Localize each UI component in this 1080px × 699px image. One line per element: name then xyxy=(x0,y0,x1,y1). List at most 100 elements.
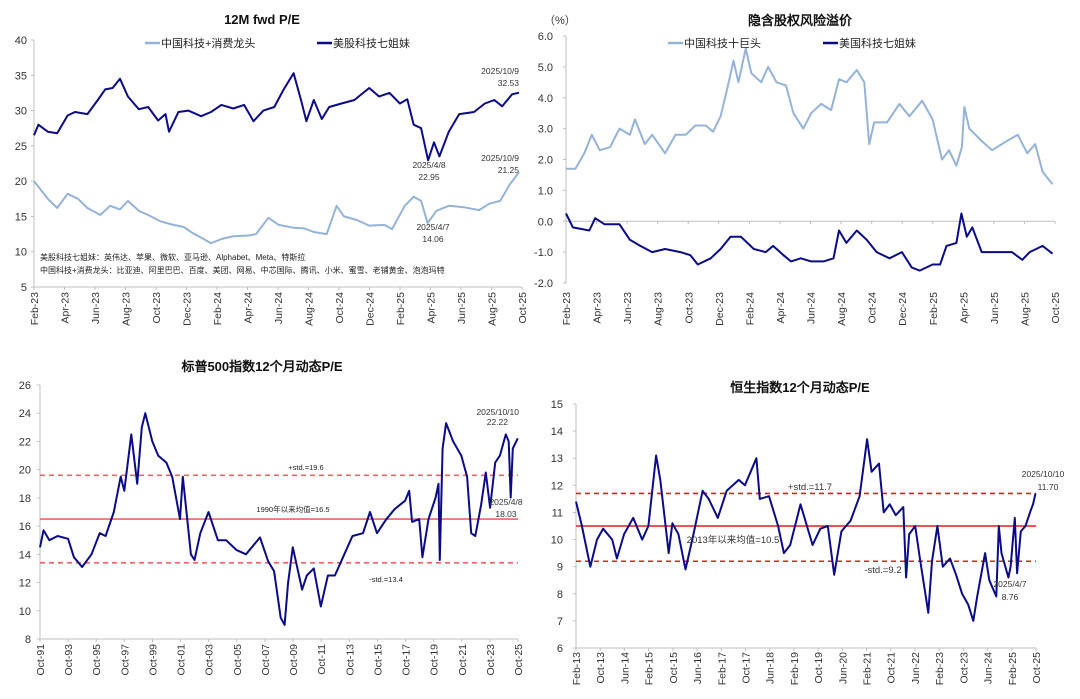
chart-title: 隐含股权风险溢价 xyxy=(748,13,853,28)
y-tick-label: 26 xyxy=(19,380,31,392)
x-tick-label: Oct-05 xyxy=(232,644,244,676)
x-tick-label: Oct-19 xyxy=(813,652,825,684)
annotation-date: 2025/10/9 xyxy=(481,66,519,76)
x-tick-label: Jun-22 xyxy=(910,652,922,684)
y-tick-label: 3.0 xyxy=(538,124,553,136)
y-tick-label: 25 xyxy=(15,141,27,153)
x-tick-label: Oct-21 xyxy=(886,652,898,684)
x-tick-label: Apr-25 xyxy=(426,292,438,324)
series-line-1 xyxy=(566,47,1054,185)
x-tick-label: Jun-14 xyxy=(619,652,631,684)
x-tick-label: Oct-25 xyxy=(517,292,529,324)
x-tick-label: Aug-25 xyxy=(1019,292,1031,326)
y-tick-label: 0.0 xyxy=(538,216,553,228)
y-tick-label: 6.0 xyxy=(538,31,553,43)
legend-label: 中国科技十巨头 xyxy=(684,36,761,50)
y-tick-label: 12 xyxy=(19,578,31,590)
annotation-value: 22.22 xyxy=(487,417,509,427)
x-tick-label: Jun-20 xyxy=(837,652,849,684)
y-axis-unit-label: （%） xyxy=(544,14,576,27)
y-tick-label: 9 xyxy=(557,562,563,574)
y-tick-label: 1.0 xyxy=(538,185,553,197)
y-tick-label: 8 xyxy=(557,589,563,601)
x-tick-label: Feb-23 xyxy=(561,292,573,325)
series-line-1 xyxy=(575,438,1037,622)
reference-line-label: 1990年以来均值=16.5 xyxy=(256,504,329,514)
y-tick-label: 13 xyxy=(551,453,563,465)
x-tick-label: Oct-99 xyxy=(147,644,159,676)
y-tick-label: 20 xyxy=(15,176,27,188)
x-tick-label: Oct-15 xyxy=(372,644,384,676)
y-tick-label: 8 xyxy=(25,634,31,646)
y-tick-label: 6 xyxy=(557,643,563,655)
reference-line-label: +std.=11.7 xyxy=(788,482,832,493)
x-tick-label: Apr-24 xyxy=(775,292,787,324)
x-tick-label: Aug-23 xyxy=(653,292,665,326)
y-tick-label: 10 xyxy=(19,606,31,618)
x-tick-label: Apr-23 xyxy=(60,292,72,324)
x-tick-label: Feb-24 xyxy=(212,292,224,325)
annotation-date: 2025/10/9 xyxy=(481,153,519,163)
x-tick-label: Oct-25 xyxy=(1050,292,1062,324)
y-tick-label: 16 xyxy=(19,521,31,533)
annotation-value: 22.95 xyxy=(418,172,440,182)
x-tick-label: Oct-17 xyxy=(740,652,752,684)
x-tick-label: Oct-95 xyxy=(91,644,103,676)
x-tick-label: Jun-18 xyxy=(765,652,777,684)
x-tick-label: Jun-23 xyxy=(622,292,634,324)
x-tick-label: Jun-23 xyxy=(90,292,102,324)
y-tick-label: -2.0 xyxy=(534,278,553,290)
x-tick-label: Apr-24 xyxy=(243,292,255,324)
chart-4: 恒生指数12个月动态P/E 6 7 8 9 10 11 12 13 14 15 Feb-13 Oct-1… xyxy=(551,380,1065,685)
chart-3: 标普500指数12个月动态P/E 8 10 12 14 16 18 20 22 24 26 Oct-9… xyxy=(19,359,525,676)
x-tick-label: Aug-24 xyxy=(836,292,848,326)
y-tick-label: 35 xyxy=(15,70,27,82)
x-tick-label: Oct-07 xyxy=(260,644,272,676)
chart-title: 标普500指数12个月动态P/E xyxy=(180,359,342,374)
annotation-value: 11.70 xyxy=(1038,482,1059,492)
x-tick-label: Aug-24 xyxy=(304,292,316,326)
x-tick-label: Feb-24 xyxy=(744,292,756,325)
x-tick-label: Oct-17 xyxy=(401,644,413,676)
x-tick-label: Oct-01 xyxy=(176,644,188,676)
x-tick-label: Oct-97 xyxy=(119,644,131,676)
x-tick-label: Oct-93 xyxy=(63,644,75,676)
y-tick-label: 20 xyxy=(19,465,31,477)
y-tick-label: 15 xyxy=(551,399,563,411)
annotation-date: 2025/4/7 xyxy=(416,222,449,232)
y-tick-label: 4.0 xyxy=(538,93,553,105)
x-tick-label: Oct-24 xyxy=(867,292,879,324)
footnote: 中国科技+消费龙头：比亚迪、阿里巴巴、百度、美团、网易、中芯国际、腾讯、小米、蜜… xyxy=(40,265,445,275)
x-tick-label: Oct-13 xyxy=(344,644,356,676)
x-tick-label: Oct-25 xyxy=(513,644,525,676)
x-tick-label: Feb-17 xyxy=(716,652,728,685)
y-tick-label: 10 xyxy=(15,247,27,259)
y-tick-label: 7 xyxy=(557,616,563,628)
x-tick-label: Dec-24 xyxy=(897,292,909,326)
y-tick-label: 30 xyxy=(15,106,27,118)
reference-line-label: -std.=13.4 xyxy=(369,575,403,584)
series-line-1 xyxy=(39,412,519,626)
x-tick-label: Oct-24 xyxy=(334,292,346,324)
x-tick-label: Jun-24 xyxy=(806,292,818,324)
series-line-2 xyxy=(565,212,1054,272)
reference-line-label: 2013年以来均值=10.5 xyxy=(687,534,780,546)
reference-line-label: -std.=9.2 xyxy=(864,565,901,576)
x-tick-label: Aug-25 xyxy=(487,292,499,326)
x-tick-label: Dec-24 xyxy=(365,292,377,326)
x-tick-label: Oct-11 xyxy=(316,644,328,675)
x-tick-label: Apr-23 xyxy=(592,292,604,324)
x-tick-label: Oct-91 xyxy=(35,644,47,676)
series-line-2 xyxy=(33,72,520,162)
x-tick-label: Feb-13 xyxy=(571,652,583,685)
annotation-date: 2025/4/8 xyxy=(489,497,522,507)
legend-label: 美股科技七姐妹 xyxy=(333,36,410,50)
y-tick-label: 22 xyxy=(19,436,31,448)
y-tick-label: -1.0 xyxy=(534,247,553,259)
x-tick-label: Feb-19 xyxy=(789,652,801,685)
x-tick-label: Oct-15 xyxy=(668,652,680,684)
legend-label: 中国科技+消费龙头 xyxy=(161,36,255,50)
y-tick-label: 15 xyxy=(15,211,27,223)
x-tick-label: Feb-25 xyxy=(928,292,940,325)
y-tick-label: 2.0 xyxy=(538,155,553,167)
